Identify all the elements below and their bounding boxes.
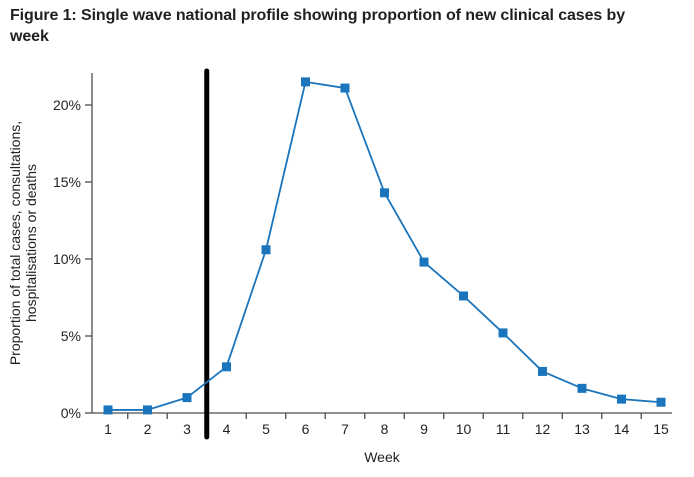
x-tick-label-week-2: 2 bbox=[144, 421, 152, 437]
y-axis-title-line-1: Proportion of total cases, consultations… bbox=[7, 121, 23, 365]
x-tick-label-week-8: 8 bbox=[381, 421, 389, 437]
figure-title: Figure 1: Single wave national profile s… bbox=[10, 7, 626, 46]
data-point-week-5 bbox=[261, 245, 271, 255]
x-tick-label-week-3: 3 bbox=[183, 421, 191, 437]
data-point-week-4 bbox=[222, 362, 231, 372]
x-tick-label-week-4: 4 bbox=[223, 421, 231, 437]
x-tick-label-week-12: 12 bbox=[535, 421, 551, 437]
x-tick-label-week-14: 14 bbox=[614, 421, 630, 437]
x-tick-label-week-1: 1 bbox=[104, 421, 112, 437]
data-point-week-8 bbox=[380, 188, 389, 198]
x-tick-label-week-6: 6 bbox=[302, 421, 310, 437]
data-point-week-3 bbox=[182, 393, 192, 403]
y-tick-label: 5% bbox=[61, 328, 81, 344]
data-point-week-6 bbox=[301, 77, 310, 87]
data-point-week-9 bbox=[419, 257, 429, 267]
y-tick-label: 10% bbox=[53, 251, 81, 267]
x-tick-label-week-10: 10 bbox=[456, 421, 472, 437]
data-point-week-12 bbox=[538, 366, 547, 376]
data-point-week-2 bbox=[143, 405, 152, 415]
data-point-week-14 bbox=[617, 394, 626, 404]
y-tick-label: 20% bbox=[53, 97, 81, 113]
data-point-week-15 bbox=[656, 397, 666, 407]
x-tick-label-week-5: 5 bbox=[262, 421, 270, 437]
data-line bbox=[108, 81, 662, 411]
y-tick-label: 15% bbox=[53, 174, 81, 190]
y-axis-title-line-2: hospitalisations or deaths bbox=[23, 164, 39, 322]
x-axis-title: Week bbox=[364, 449, 401, 465]
x-tick-label-week-15: 15 bbox=[653, 421, 669, 437]
x-tick-label-week-9: 9 bbox=[420, 421, 428, 437]
y-tick-label: 0% bbox=[61, 405, 81, 421]
data-point-week-11 bbox=[498, 328, 508, 338]
data-point-week-10 bbox=[459, 291, 468, 301]
x-tick-label-week-13: 13 bbox=[574, 421, 590, 437]
x-tick-label-week-7: 7 bbox=[341, 421, 349, 437]
x-tick-label-week-11: 11 bbox=[496, 421, 511, 437]
data-point-week-1 bbox=[103, 405, 113, 415]
data-point-week-7 bbox=[340, 83, 350, 93]
data-point-week-13 bbox=[577, 383, 587, 393]
